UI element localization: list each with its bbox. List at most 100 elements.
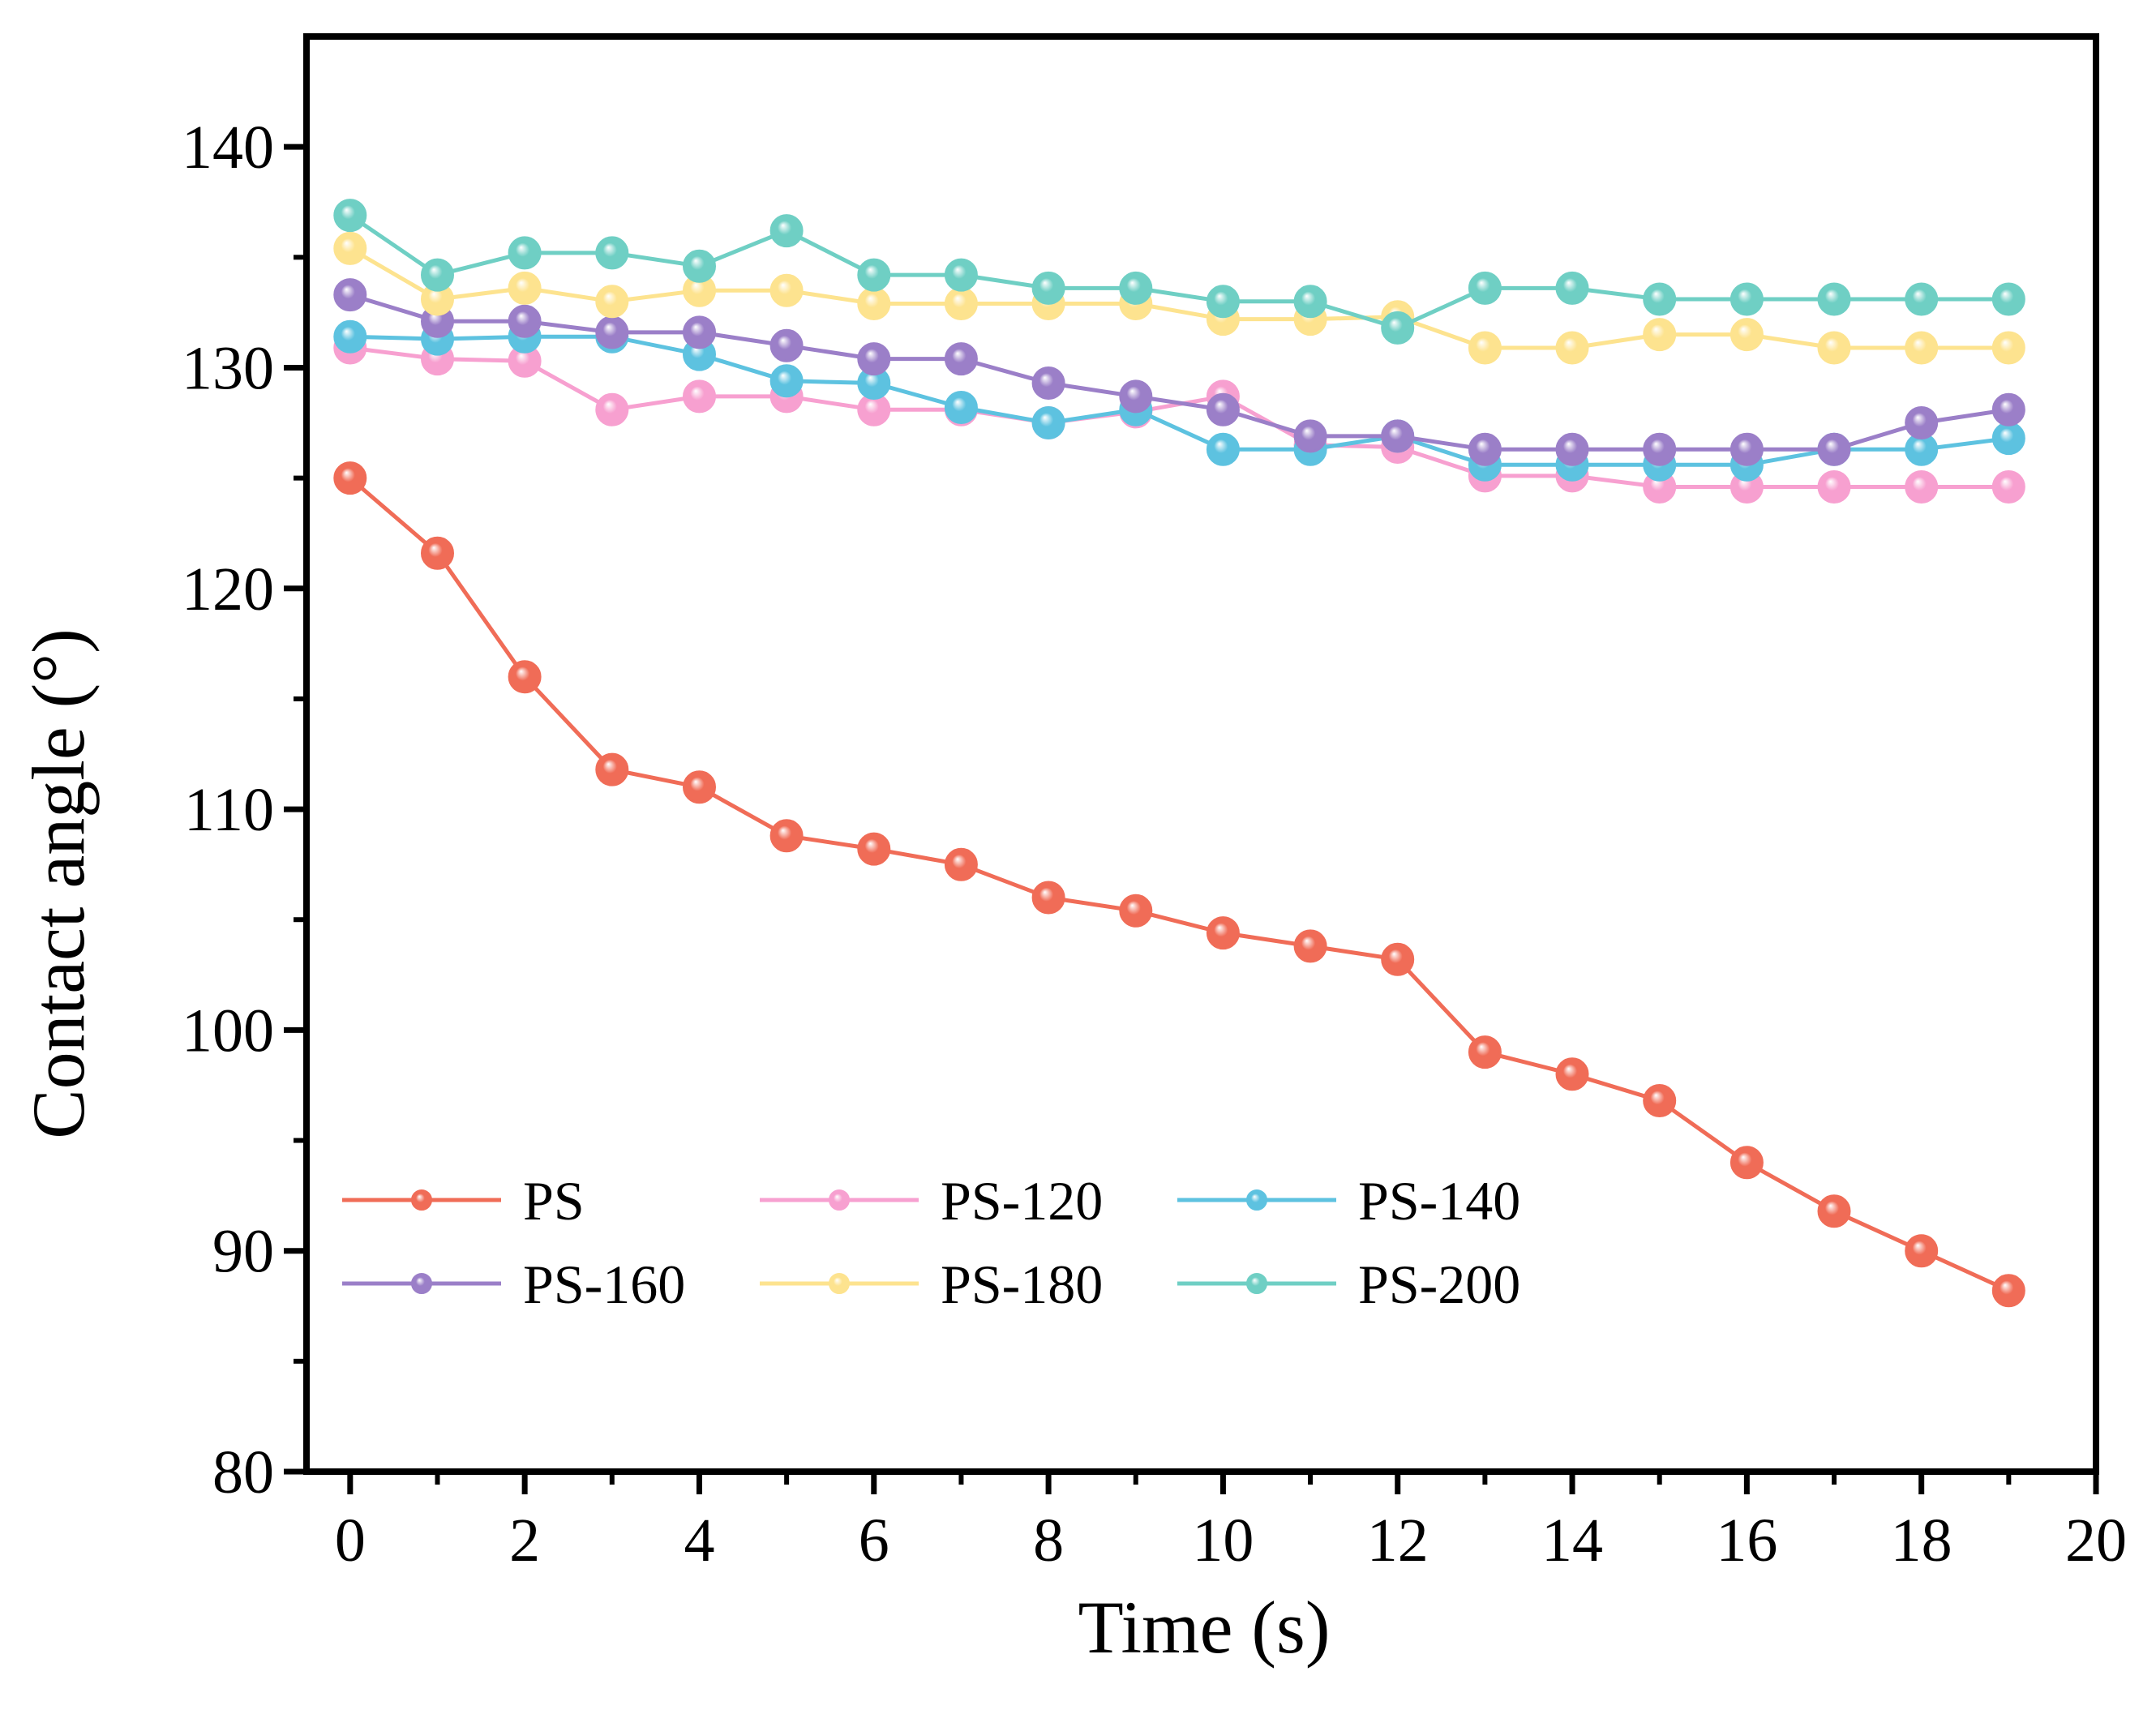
data-point [683, 249, 716, 283]
series-ps-200 [333, 199, 2025, 345]
legend-label: PS-160 [523, 1254, 685, 1315]
data-point [1206, 285, 1240, 319]
data-point [1381, 419, 1415, 453]
x-tick-label: 10 [1192, 1506, 1254, 1575]
data-point [1991, 331, 2025, 365]
x-tick-label: 4 [684, 1506, 714, 1575]
x-axis-title: Time (s) [1078, 1586, 1331, 1669]
legend-item-ps-180: PS-180 [760, 1254, 1103, 1315]
data-point [1468, 1035, 1502, 1069]
data-point [683, 315, 716, 349]
data-point [333, 461, 367, 495]
y-tick-label: 80 [212, 1438, 274, 1506]
data-point [1468, 432, 1502, 466]
x-tick-label: 6 [859, 1506, 889, 1575]
data-point [1905, 470, 1939, 504]
data-point [769, 819, 804, 853]
x-tick-label: 12 [1367, 1506, 1429, 1575]
data-point [1643, 1084, 1677, 1117]
data-point [944, 258, 978, 292]
data-point [769, 328, 804, 362]
data-point [333, 278, 367, 312]
data-point [1206, 432, 1240, 466]
data-point [508, 271, 542, 305]
data-point [944, 391, 978, 424]
data-point [333, 199, 367, 233]
legend-swatch-marker [1246, 1273, 1267, 1294]
legend-label: PS [523, 1170, 585, 1232]
data-point [1031, 881, 1065, 915]
data-point [1293, 285, 1327, 319]
data-point [1991, 470, 2025, 504]
legend-item-ps-120: PS-120 [760, 1170, 1103, 1232]
data-point [1817, 282, 1851, 316]
data-point [1031, 271, 1065, 305]
legend: PS PS-120 PS-140 PS-160 PS-180 PS-200 [342, 1170, 1520, 1315]
data-point [1730, 282, 1764, 316]
data-point [595, 236, 629, 270]
legend-swatch-marker [829, 1189, 850, 1211]
legend-label: PS-180 [941, 1254, 1103, 1315]
data-point [1817, 1194, 1851, 1228]
data-point [1381, 942, 1415, 976]
data-point [595, 752, 629, 786]
legend-item-ps: PS [342, 1170, 585, 1232]
x-tick-label: 14 [1541, 1506, 1603, 1575]
data-point [1643, 282, 1677, 316]
data-point [595, 315, 629, 349]
data-point [944, 342, 978, 376]
data-point [1119, 271, 1153, 305]
data-point [1206, 916, 1240, 950]
data-point [1031, 366, 1065, 400]
data-point [1817, 470, 1851, 504]
data-point [508, 304, 542, 338]
data-point [857, 258, 891, 292]
legend-label: PS-120 [941, 1170, 1103, 1232]
series-layer [333, 199, 2025, 1308]
legend-label: PS-200 [1358, 1254, 1520, 1315]
data-point [857, 287, 891, 320]
data-point [1468, 271, 1502, 305]
y-tick-label: 90 [212, 1218, 274, 1286]
data-point [1293, 929, 1327, 963]
series-ps [333, 461, 2025, 1308]
data-point [1817, 331, 1851, 365]
data-point [1991, 392, 2025, 426]
data-point [595, 392, 629, 426]
x-tick-label: 18 [1891, 1506, 1952, 1575]
data-point [1206, 392, 1240, 426]
data-point [1905, 1234, 1939, 1268]
data-point [508, 660, 542, 694]
x-tick-label: 20 [2065, 1506, 2127, 1575]
y-axis-title: Contact angle (°) [17, 628, 100, 1138]
data-point [1555, 432, 1589, 466]
data-point [769, 273, 804, 307]
x-tick-label: 0 [335, 1506, 366, 1575]
data-point [1730, 318, 1764, 352]
data-point [595, 285, 629, 319]
data-point [683, 379, 716, 414]
data-point [1991, 1274, 2025, 1308]
data-point [1905, 282, 1939, 316]
data-point [1119, 379, 1153, 414]
y-tick-label: 100 [182, 996, 274, 1065]
y-tick-label: 140 [182, 114, 274, 182]
data-point [421, 258, 454, 292]
x-tick-label: 16 [1716, 1506, 1777, 1575]
plot-frame [303, 33, 2099, 1475]
data-point [1031, 406, 1065, 439]
data-point [333, 319, 367, 354]
data-point [857, 832, 891, 866]
y-tick-label: 120 [182, 555, 274, 624]
data-point [1730, 1146, 1764, 1180]
data-point [1381, 311, 1415, 345]
x-tick-label: 2 [509, 1506, 540, 1575]
data-point [421, 536, 454, 570]
data-point [1991, 422, 2025, 456]
legend-swatch-marker [411, 1189, 432, 1211]
legend-swatch-marker [411, 1273, 432, 1294]
data-point [1991, 282, 2025, 316]
